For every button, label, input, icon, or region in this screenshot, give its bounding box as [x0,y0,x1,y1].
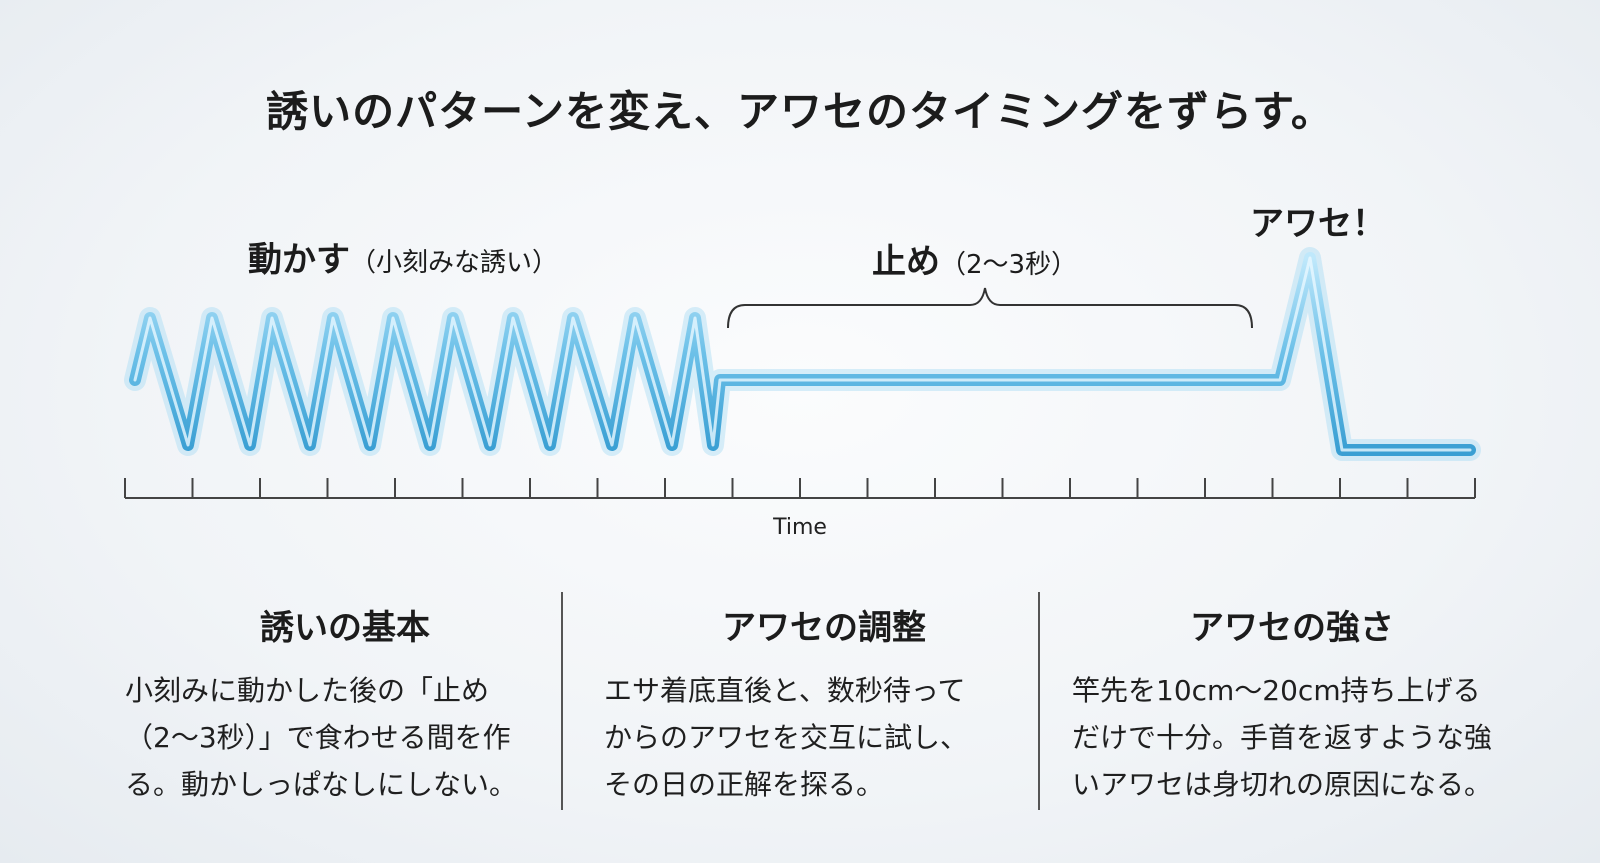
time-axis-ticks [124,478,1476,498]
column-line: からのアワセを交互に試し、 [604,721,969,754]
column-line: だけで十分。手首を返すような強 [1072,721,1493,754]
column-line: いアワセは身切れの原因になる。 [1072,768,1493,801]
column-divider [561,592,563,810]
motion-line-glow [124,247,1481,461]
time-axis-label: Time [773,515,827,540]
move-phase-sub: （小刻みな誘い） [350,248,559,278]
column-line: 小刻みに動かした後の「止め [125,674,490,707]
page-title: 誘いのパターンを変え、アワセのタイミングをずらす。 [266,87,1334,136]
motion-line-highlight [133,256,1472,452]
stop-phase-brace [727,287,1253,329]
column-body: 小刻みに動かした後の「止め （2〜3秒）」で食わせる間を作 る。動かしっぱなしに… [125,667,565,808]
move-phase-label: 動かす（小刻みな誘い） [248,232,558,281]
column-heading: アワセの調整 [722,608,926,648]
column-body: 竿先を10cm〜20cm持ち上げる だけで十分。手首を返すような強 いアワセは身… [1072,667,1512,808]
column-heading: アワセの強さ [1190,608,1394,648]
column-basic: 誘いの基本 小刻みに動かした後の「止め （2〜3秒）」で食わせる間を作 る。動か… [125,600,565,808]
stop-phase-label: 止め（2〜3秒） [872,234,1077,283]
strike-label: アワセ！ [1250,204,1386,244]
column-strength: アワセの強さ 竿先を10cm〜20cm持ち上げる だけで十分。手首を返すような強… [1072,600,1512,808]
column-line: その日の正解を探る。 [604,768,885,801]
column-body: エサ着底直後と、数秒待って からのアワセを交互に試し、 その日の正解を探る。 [604,667,1044,808]
column-line: （2〜3秒）」で食わせる間を作 [125,721,511,754]
stop-phase-sub: （2〜3秒） [940,250,1078,280]
move-phase-main: 動かす [248,240,350,280]
column-line: る。動かしっぱなしにしない。 [125,768,518,801]
column-line: 竿先を10cm〜20cm持ち上げる [1072,674,1481,707]
column-divider [1038,592,1040,810]
column-line: エサ着底直後と、数秒待って [604,674,966,707]
column-heading: 誘いの基本 [260,608,430,648]
stop-phase-main: 止め [872,242,940,282]
column-adjust: アワセの調整 エサ着底直後と、数秒待って からのアワセを交互に試し、 その日の正… [604,600,1044,808]
